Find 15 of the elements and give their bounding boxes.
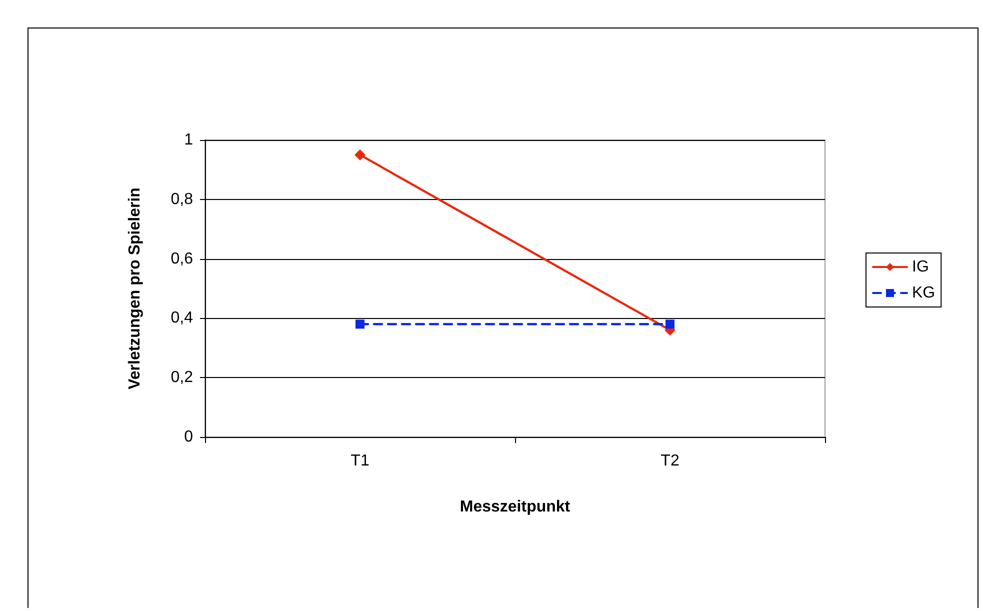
point [666, 320, 674, 329]
legend-label: KG [912, 284, 936, 302]
y-tick-label: 0 [184, 428, 194, 446]
x-axis-title: Messzeitpunkt [460, 498, 571, 516]
y-tick-label: 0,8 [170, 190, 194, 208]
x-tick-label: T2 [660, 452, 680, 470]
y-axis-title: Verletzungen pro Spielerin [126, 188, 144, 390]
x-tick-label: T1 [350, 452, 370, 470]
y-tick-label: 0,6 [170, 250, 194, 268]
y-tick-label: 0,2 [170, 369, 194, 386]
y-tick-label: 0,4 [170, 310, 194, 327]
point [354, 149, 366, 160]
legend-label: IG [912, 258, 929, 276]
point [356, 320, 364, 329]
y-tick-label: 1 [184, 132, 194, 148]
